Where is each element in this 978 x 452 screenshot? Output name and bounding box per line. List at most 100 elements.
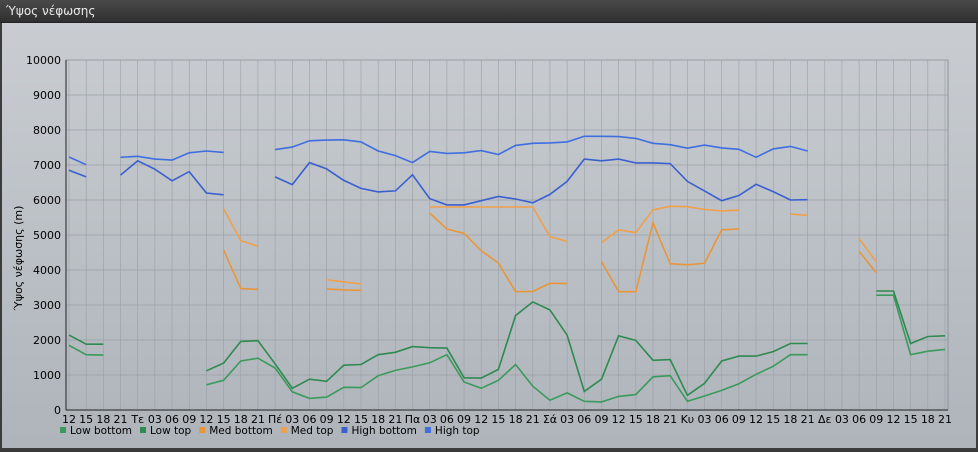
- series-line-med-bottom: [429, 212, 568, 293]
- y-tick-label: 6000: [33, 194, 61, 207]
- x-tick-label: Κυ: [681, 413, 695, 426]
- series-line-high-bottom: [119, 159, 224, 196]
- series-line-high-bottom: [274, 158, 808, 206]
- x-tick-label: 09: [182, 413, 196, 426]
- series-line-high-top: [68, 156, 87, 166]
- legend-swatch: [60, 427, 66, 433]
- legend-label: Med bottom: [209, 425, 273, 437]
- y-tick-label: 10000: [26, 54, 61, 67]
- y-tick-label: 3000: [33, 299, 61, 312]
- x-tick-label: 18: [234, 413, 248, 426]
- x-tick-label: 21: [114, 413, 128, 426]
- series-line-med-top: [429, 206, 568, 243]
- x-tick-label: 06: [715, 413, 729, 426]
- x-tick-label: 18: [921, 413, 935, 426]
- y-tick-label: 4000: [33, 264, 61, 277]
- x-tick-label: Τε: [130, 413, 144, 426]
- legend: Low bottom Low top Med bottom Med top High b…: [60, 425, 480, 437]
- x-tick-label: 18: [783, 413, 797, 426]
- grid: [65, 59, 949, 411]
- y-tick-label: 0: [54, 404, 61, 417]
- x-tick-label: 06: [577, 413, 591, 426]
- series-line-high-bottom: [68, 169, 87, 178]
- y-tick-label: 9000: [33, 89, 61, 102]
- x-tick-label: 12: [62, 413, 76, 426]
- series-line-low-bottom: [68, 344, 104, 356]
- title-bar: Ύψος νέφωσης: [0, 0, 978, 23]
- legend-label: High bottom: [351, 425, 416, 437]
- x-tick-label: 09: [732, 413, 746, 426]
- x-tick-label: 03: [698, 413, 712, 426]
- chart-panel: 0 1000 2000 3000 4000 5000 6000 7000 8000 9000 100…: [2, 23, 976, 448]
- x-tick-label: 12: [337, 413, 351, 426]
- x-tick-label: 21: [663, 413, 677, 426]
- x-tick-label: 15: [217, 413, 231, 426]
- x-tick-label: 21: [251, 413, 265, 426]
- x-tick-label: 09: [594, 413, 608, 426]
- x-tick-label: 15: [904, 413, 918, 426]
- x-tick-label: 21: [526, 413, 540, 426]
- series-line-low-top: [206, 300, 808, 397]
- window-title: Ύψος νέφωσης: [6, 4, 96, 18]
- x-tick-label: 18: [96, 413, 110, 426]
- x-tick-label: 12: [749, 413, 763, 426]
- x-tick-label: 03: [835, 413, 849, 426]
- x-tick-label: 15: [79, 413, 93, 426]
- x-tick-label: 12: [199, 413, 213, 426]
- x-tick-label: 12: [886, 413, 900, 426]
- x-tick-label: 06: [302, 413, 316, 426]
- legend-swatch: [341, 427, 348, 433]
- legend-label: Med top: [291, 425, 334, 437]
- x-tick-label: 06: [165, 413, 179, 426]
- legend-swatch: [199, 427, 206, 433]
- x-tick-label: 18: [371, 413, 385, 426]
- x-tick-label: 12: [474, 413, 488, 426]
- y-axis-label: Ύψος νέφωσης (m): [12, 206, 25, 312]
- x-tick-label: 15: [354, 413, 368, 426]
- series-line-med-bottom: [600, 220, 739, 293]
- cloud-height-chart: 0 1000 2000 3000 4000 5000 6000 7000 8000 9000 100…: [12, 54, 952, 437]
- axes: 0 1000 2000 3000 4000 5000 6000 7000 8000 9000 100…: [26, 54, 952, 426]
- x-tick-label: 21: [388, 413, 402, 426]
- series-line-med-bottom: [222, 249, 258, 291]
- legend-label: Low top: [150, 425, 192, 437]
- x-tick-label: 18: [509, 413, 523, 426]
- y-tick-label: 1000: [33, 369, 61, 382]
- y-tick-label: 5000: [33, 229, 61, 242]
- series-line-med-top: [326, 279, 362, 285]
- legend-label: High top: [435, 425, 480, 437]
- y-tick-label: 2000: [33, 334, 61, 347]
- series-line-high-top: [120, 150, 224, 161]
- series-line-med-top: [601, 205, 739, 244]
- x-tick-label: 03: [560, 413, 574, 426]
- x-tick-label: 09: [869, 413, 883, 426]
- y-tick-label: 7000: [33, 159, 61, 172]
- x-tick-label: Σά: [543, 413, 557, 426]
- x-tick-label: 15: [766, 413, 780, 426]
- x-tick-label: 03: [148, 413, 162, 426]
- series-line-med-top: [222, 208, 259, 247]
- x-tick-label: 21: [801, 413, 815, 426]
- series-line-med-top: [858, 238, 877, 263]
- x-tick-label: 09: [320, 413, 334, 426]
- series-line-low-bottom: [876, 294, 946, 356]
- series-line-med-bottom: [326, 288, 362, 292]
- legend-swatch: [424, 427, 431, 433]
- series-line-low-top: [876, 290, 946, 345]
- x-tick-label: 21: [938, 413, 952, 426]
- x-tick-label: 06: [852, 413, 866, 426]
- legend-swatch: [140, 427, 146, 433]
- x-tick-label: 12: [612, 413, 626, 426]
- x-tick-label: 03: [285, 413, 299, 426]
- x-tick-label: 15: [629, 413, 643, 426]
- x-tick-label: Πα: [405, 413, 421, 426]
- x-tick-label: Πέ: [268, 413, 282, 426]
- x-tick-label: 03: [423, 413, 437, 426]
- x-tick-label: 09: [457, 413, 471, 426]
- x-tick-label: 06: [440, 413, 454, 426]
- series-line-low-top: [68, 334, 104, 346]
- series-line-high-top: [274, 135, 808, 164]
- series-line-med-top: [790, 213, 808, 217]
- x-tick-label: 18: [646, 413, 660, 426]
